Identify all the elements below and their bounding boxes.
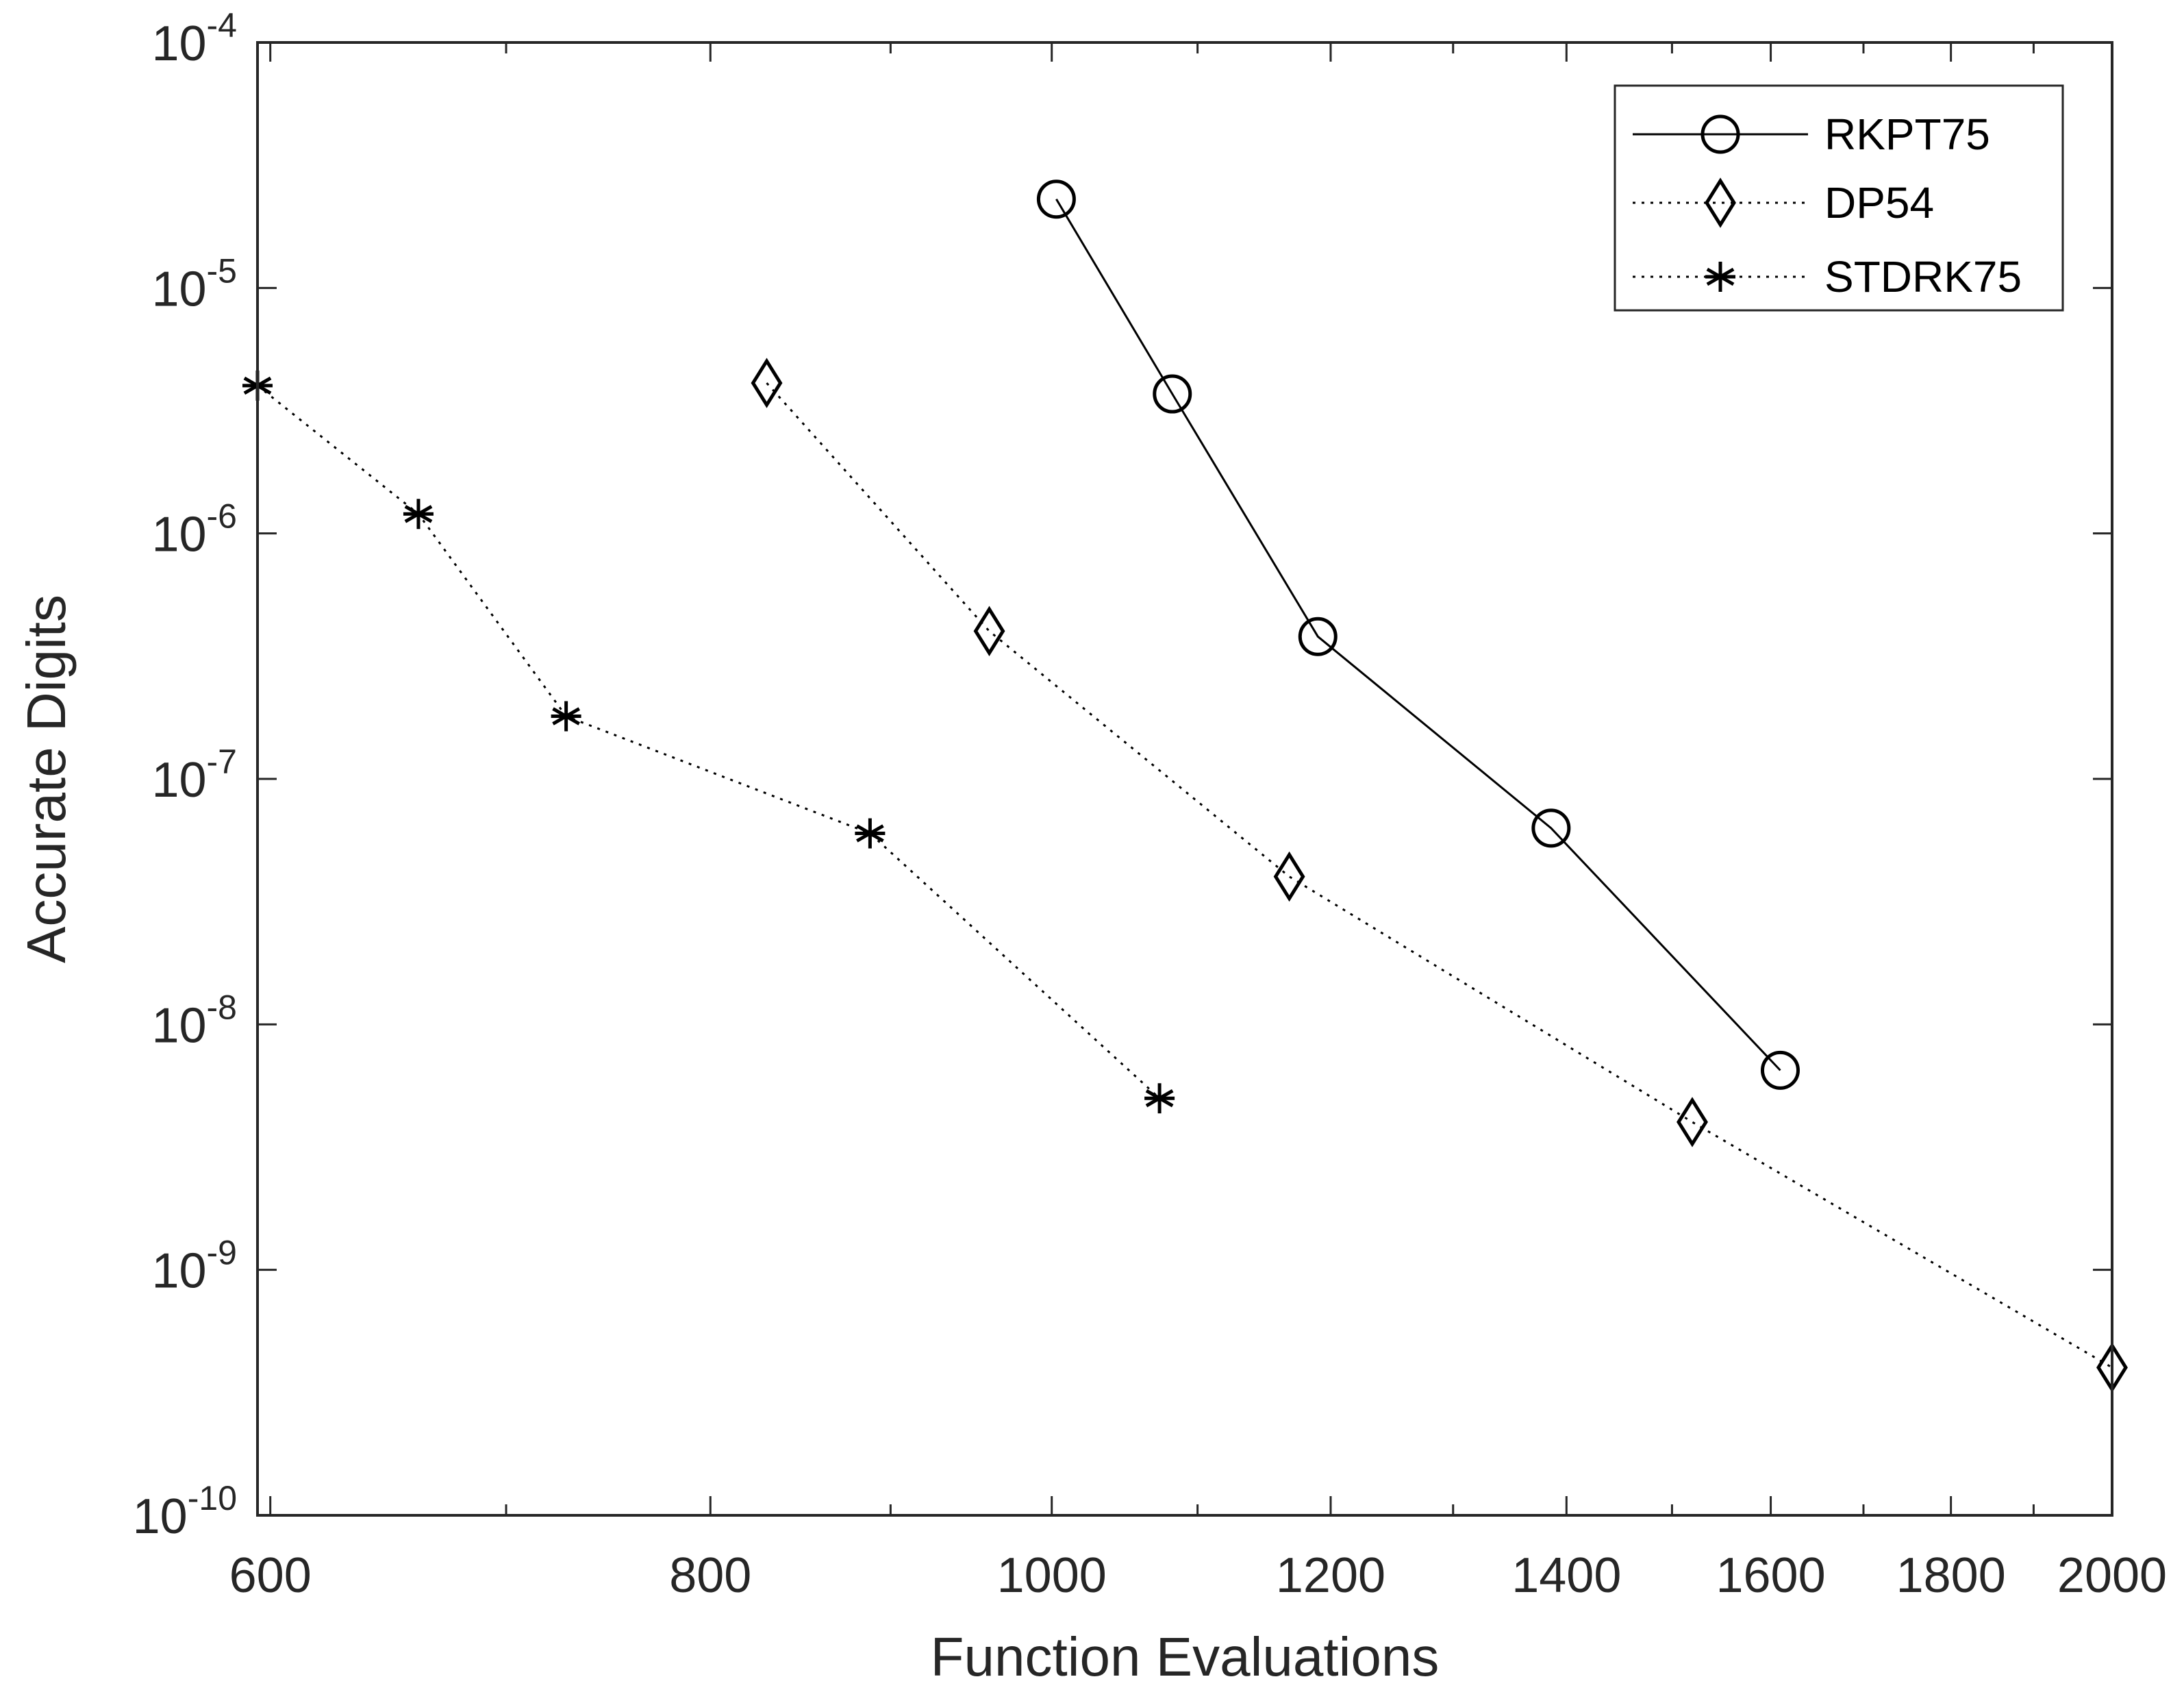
data-point-rkpt75	[1036, 179, 1076, 219]
x-tick-label: 1000	[997, 1548, 1107, 1603]
x-tick-label: 600	[229, 1548, 312, 1603]
legend-marker	[1705, 177, 1736, 228]
y-tick-label: 10-6	[151, 497, 237, 562]
series-line-dp54	[766, 382, 2113, 1369]
legend-label: STDRK75	[1824, 252, 2022, 301]
y-tick-label: 10-8	[151, 988, 237, 1053]
legend-marker	[1705, 262, 1735, 292]
data-point-rkpt75	[1531, 808, 1571, 848]
y-tick-labels: 10-10 10-9 10-8 10-7 10-6 10-5 10-4	[133, 6, 237, 1544]
series-line-rkpt75	[1055, 198, 1781, 1071]
x-tick-label: 1400	[1511, 1548, 1621, 1603]
data-point-dp54	[1273, 851, 1305, 902]
data-point-stdrk75	[855, 818, 886, 849]
y-tick-label: 10-10	[133, 1479, 237, 1544]
plot-frame	[256, 41, 2113, 1517]
data-point-dp54	[1677, 1097, 1708, 1147]
data-point-rkpt75	[1298, 617, 1338, 656]
data-point-stdrk75	[403, 499, 434, 530]
data-point-dp54	[973, 606, 1005, 656]
x-tick-labels: 600 800 1000 1200 1400 1600 1800 2000	[229, 1548, 2167, 1603]
y-tick-label: 10-5	[151, 251, 237, 316]
y-tick-label: 10-4	[151, 6, 237, 71]
y-tick-label: 10-9	[151, 1234, 237, 1299]
x-tick-label: 2000	[2057, 1548, 2167, 1603]
legend: RKPT75 DP54 STDRK75	[1614, 84, 2064, 312]
y-tick-label: 10-7	[151, 743, 237, 808]
legend-marker	[1700, 114, 1740, 154]
legend-box	[1614, 84, 2064, 312]
legend-label: DP54	[1824, 178, 1934, 227]
data-point-rkpt75	[1153, 374, 1192, 414]
data-point-rkpt75	[1760, 1050, 1800, 1090]
x-tick-label: 1800	[1896, 1548, 2006, 1603]
x-tick-label: 1600	[1716, 1548, 1825, 1603]
data-point-dp54	[751, 358, 783, 408]
data-point-stdrk75	[551, 701, 581, 732]
y-axis-label: Accurate Digits	[16, 595, 77, 963]
data-point-stdrk75	[1144, 1083, 1175, 1114]
legend-label: RKPT75	[1824, 110, 1990, 159]
x-axis-label: Function Evaluations	[931, 1626, 1440, 1687]
x-tick-label: 1200	[1276, 1548, 1385, 1603]
x-tick-label: 800	[669, 1548, 751, 1603]
